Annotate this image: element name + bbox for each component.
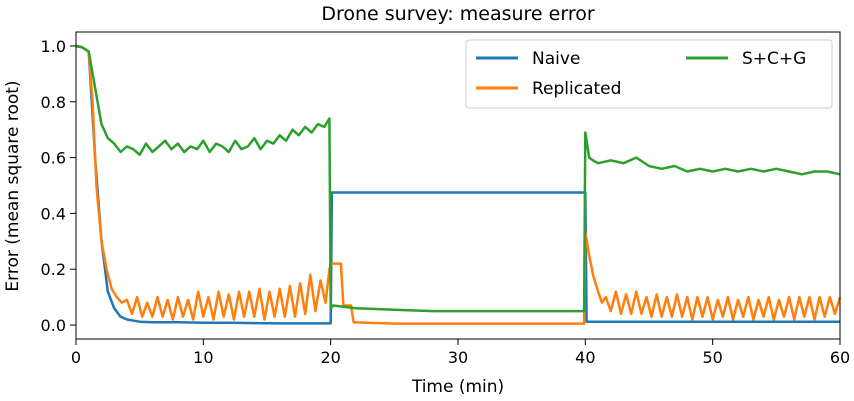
series-layer — [75, 44, 842, 325]
y-tick-label: 1.0 — [41, 37, 66, 56]
series-line-replicated — [75, 44, 842, 325]
x-tick-label: 30 — [448, 348, 468, 367]
y-tick-label: 0.4 — [41, 204, 66, 223]
x-tick-label: 20 — [320, 348, 340, 367]
x-tick-label: 50 — [702, 348, 722, 367]
legend-label-scg: S+C+G — [742, 49, 806, 69]
y-axis: 0.0 0.2 0.4 0.6 0.8 1.0 — [41, 37, 76, 335]
legend-label-replicated: Replicated — [532, 79, 621, 99]
y-axis-label: Error (mean square root) — [3, 80, 23, 291]
x-tick-label: 40 — [575, 348, 595, 367]
legend-box — [465, 39, 833, 109]
x-tick-label: 60 — [830, 348, 850, 367]
series-line-s-c-g — [75, 44, 841, 313]
y-tick-label: 0.2 — [41, 260, 66, 279]
legend-label-naive: Naive — [532, 49, 580, 69]
y-tick-label: 0.6 — [41, 149, 66, 168]
x-tick-label: 0 — [71, 348, 81, 367]
y-tick-label: 0.8 — [41, 93, 66, 112]
x-tick-label: 10 — [193, 348, 213, 367]
x-axis-label: Time (min) — [411, 377, 504, 397]
legend: Naive Replicated S+C+G — [465, 39, 833, 109]
x-axis: 0 10 20 30 40 50 60 — [71, 339, 850, 367]
y-tick-label: 0.0 — [41, 316, 66, 335]
chart-title: Drone survey: measure error — [321, 3, 594, 25]
